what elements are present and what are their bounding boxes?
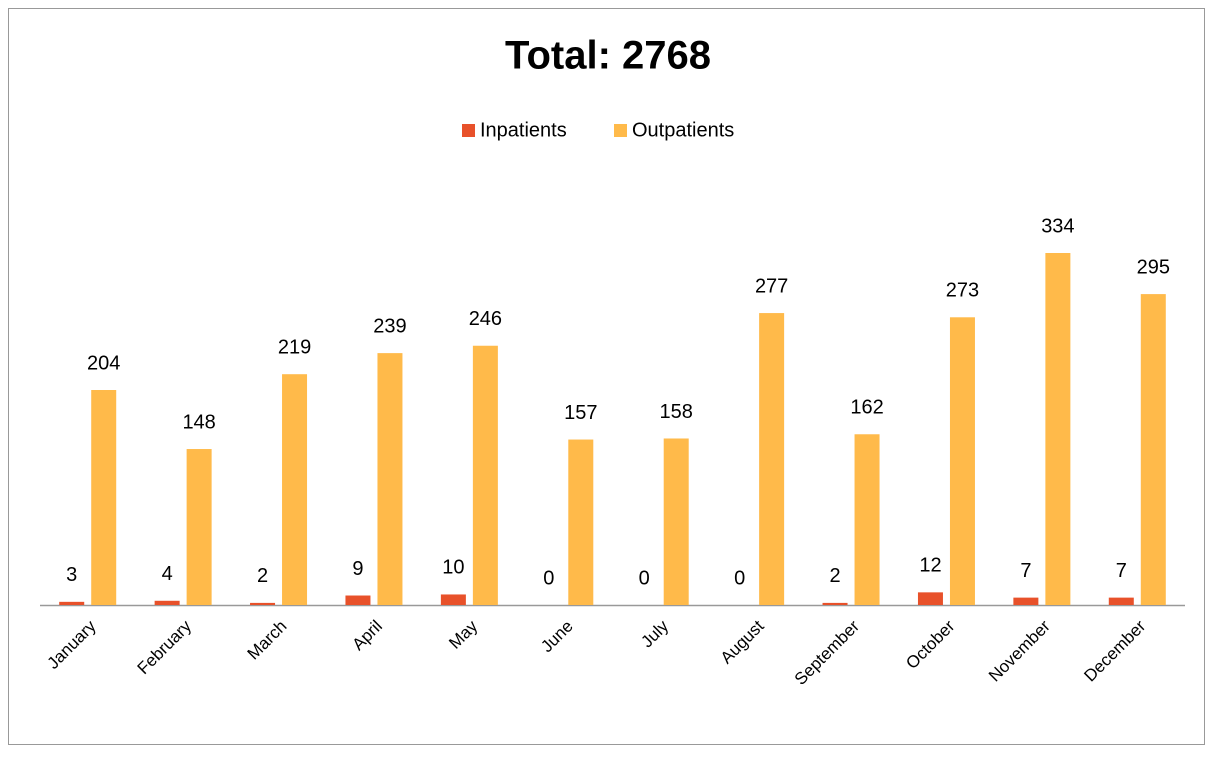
data-label: 204 <box>87 352 120 374</box>
legend: Inpatients Outpatients <box>462 119 734 141</box>
data-label: 7 <box>1116 560 1127 582</box>
legend-swatch <box>614 124 627 137</box>
data-label: 162 <box>850 397 883 419</box>
bar <box>1140 294 1166 605</box>
bar <box>917 592 943 605</box>
bar <box>949 317 975 605</box>
data-label: 2 <box>829 565 840 587</box>
data-label: 158 <box>660 401 693 423</box>
bar <box>822 602 848 605</box>
data-label: 2 <box>257 565 268 587</box>
data-label: 273 <box>946 280 979 302</box>
bar <box>759 313 785 605</box>
data-label: 0 <box>543 567 554 589</box>
data-label: 3 <box>66 564 77 586</box>
data-label: 10 <box>442 557 464 579</box>
bar <box>345 595 371 605</box>
legend-label: Inpatients <box>480 119 567 141</box>
bar <box>91 390 117 605</box>
data-label: 7 <box>1020 560 1031 582</box>
bar <box>282 374 308 605</box>
bar <box>1045 253 1071 605</box>
data-label: 9 <box>352 558 363 580</box>
legend-label: Outpatients <box>632 119 734 141</box>
bar <box>59 601 85 605</box>
legend-swatch <box>462 124 475 137</box>
data-label: 157 <box>564 402 597 424</box>
data-label: 277 <box>755 275 788 297</box>
bar <box>154 600 180 605</box>
data-label: 0 <box>639 567 650 589</box>
data-label: 219 <box>278 336 311 358</box>
bar <box>472 345 498 605</box>
bar <box>1013 597 1039 605</box>
bar <box>250 602 276 605</box>
chart-border <box>8 8 1205 745</box>
data-label: 4 <box>162 563 173 585</box>
bar <box>186 449 212 605</box>
data-label: 0 <box>734 567 745 589</box>
bar <box>568 439 594 605</box>
bar <box>663 438 689 605</box>
bar <box>1108 597 1134 605</box>
data-label: 148 <box>182 411 215 433</box>
data-label: 295 <box>1137 256 1170 278</box>
data-label: 239 <box>373 315 406 337</box>
chart-title: Total: 2768 <box>505 34 711 78</box>
bar <box>377 353 403 605</box>
bar <box>854 434 880 605</box>
data-label: 246 <box>469 308 502 330</box>
data-label: 12 <box>919 555 941 577</box>
data-label: 334 <box>1041 215 1074 237</box>
bar <box>440 594 466 605</box>
